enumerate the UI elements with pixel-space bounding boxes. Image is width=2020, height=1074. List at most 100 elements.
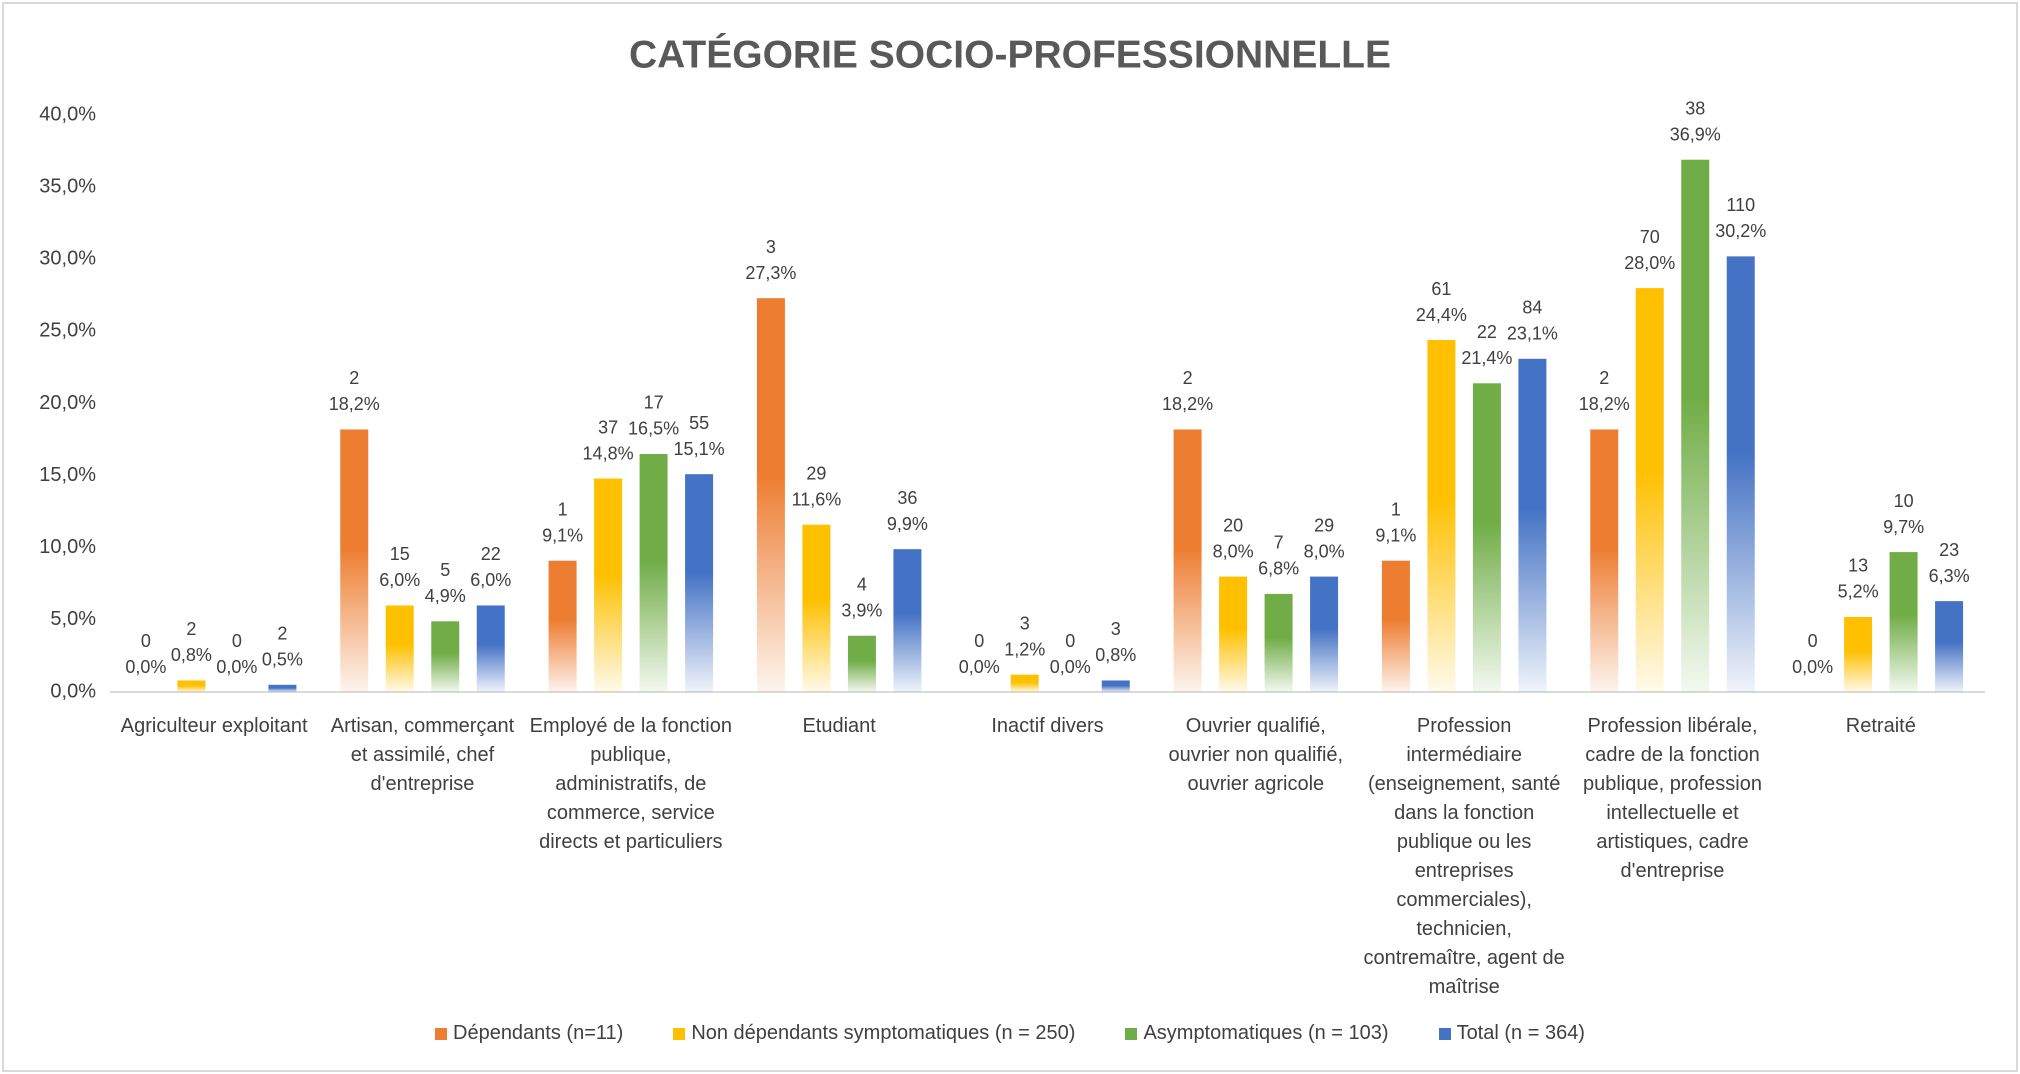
bar xyxy=(594,478,623,692)
bar xyxy=(431,621,460,692)
data-label: 0,0% xyxy=(1792,657,1833,677)
data-label-count: 23 xyxy=(1939,540,1959,560)
data-label: 36,9% xyxy=(1670,124,1721,144)
x-tick-label: Retraité xyxy=(1845,715,1916,737)
legend-label: Non dépendants symptomatiques (n = 250) xyxy=(691,1022,1076,1044)
legend-swatch xyxy=(1438,1027,1451,1040)
data-label: 1,2% xyxy=(1004,639,1045,659)
x-tick-label: Ouvrier qualifié, ouvrier non qualifié, … xyxy=(1168,715,1344,795)
bar xyxy=(1173,429,1202,692)
data-label: 4,9% xyxy=(425,586,466,606)
legend-item: Non dépendants symptomatiques (n = 250) xyxy=(673,1022,1075,1045)
data-label-count: 37 xyxy=(598,417,618,437)
data-label-count: 36 xyxy=(897,488,917,508)
data-label-count: 13 xyxy=(1848,556,1868,576)
data-label: 9,1% xyxy=(1375,525,1416,545)
bar xyxy=(476,605,505,692)
bar xyxy=(1635,288,1664,692)
data-label: 0,5% xyxy=(262,650,303,670)
data-label-count: 15 xyxy=(390,544,410,564)
bar xyxy=(847,635,876,692)
legend-swatch xyxy=(435,1027,447,1040)
legend-label: Total (n = 364) xyxy=(1456,1022,1585,1044)
data-label: 18,2% xyxy=(329,394,380,414)
bar xyxy=(685,474,714,692)
data-label-count: 29 xyxy=(1314,515,1334,535)
data-label-count: 3 xyxy=(766,237,776,257)
bar xyxy=(756,298,785,692)
data-label: 21,4% xyxy=(1461,348,1512,368)
y-tick-label: 35,0% xyxy=(39,175,96,197)
x-tick-label: Etudiant xyxy=(802,715,876,737)
bar xyxy=(1681,159,1710,692)
data-label-count: 0 xyxy=(1808,631,1818,651)
data-label: 6,3% xyxy=(1929,566,1970,586)
data-label-count: 2 xyxy=(186,619,196,639)
data-label: 18,2% xyxy=(1162,394,1213,414)
data-label-count: 70 xyxy=(1640,227,1660,247)
y-tick-label: 30,0% xyxy=(39,248,96,270)
data-label: 14,8% xyxy=(583,443,634,463)
x-tick-label: Inactif divers xyxy=(991,715,1104,737)
data-label-count: 55 xyxy=(689,413,709,433)
data-label: 5,2% xyxy=(1838,582,1879,602)
data-label: 9,9% xyxy=(887,514,928,534)
y-tick-label: 20,0% xyxy=(39,392,96,414)
legend-item: Asymptomatiques (n = 103) xyxy=(1125,1022,1389,1045)
chart-title: CATÉGORIE SOCIO-PROFESSIONNELLE xyxy=(629,32,1391,76)
data-label-count: 2 xyxy=(277,624,287,644)
data-label: 23,1% xyxy=(1507,324,1558,344)
bar xyxy=(1264,593,1293,692)
data-label: 9,1% xyxy=(542,525,583,545)
data-label-count: 38 xyxy=(1685,98,1705,118)
bar xyxy=(268,684,297,692)
bar xyxy=(1726,256,1755,692)
x-tick-label: Profession intermédiaire (enseignement, … xyxy=(1363,715,1565,998)
bar xyxy=(1889,552,1918,692)
data-label-count: 20 xyxy=(1223,515,1243,535)
y-tick-label: 0,0% xyxy=(50,680,96,702)
bar xyxy=(639,453,668,692)
data-label: 8,0% xyxy=(1213,541,1254,561)
data-label-count: 3 xyxy=(1020,613,1030,633)
data-label: 0,0% xyxy=(216,657,257,677)
data-label-count: 2 xyxy=(1599,368,1609,388)
y-tick-label: 40,0% xyxy=(39,103,96,125)
data-label: 27,3% xyxy=(745,263,796,283)
data-label-count: 0 xyxy=(232,631,242,651)
bar xyxy=(1935,601,1964,692)
legend-item: Dépendants (n=11) xyxy=(435,1022,623,1045)
data-label: 16,5% xyxy=(628,419,679,439)
data-label-count: 2 xyxy=(1183,368,1193,388)
bar xyxy=(802,524,831,692)
data-label-count: 0 xyxy=(974,631,984,651)
bar xyxy=(177,680,206,692)
data-label: 0,0% xyxy=(959,657,1000,677)
bar xyxy=(1101,680,1130,692)
data-label-count: 22 xyxy=(1477,322,1497,342)
data-label: 30,2% xyxy=(1715,221,1766,241)
data-label-count: 1 xyxy=(1391,499,1401,519)
x-tick-label: Agriculteur exploitant xyxy=(120,715,308,737)
y-tick-label: 25,0% xyxy=(39,320,96,342)
bar xyxy=(1010,674,1039,692)
data-label: 6,8% xyxy=(1258,559,1299,579)
data-label: 0,0% xyxy=(1050,657,1091,677)
data-label-count: 22 xyxy=(481,544,501,564)
bar xyxy=(385,605,414,692)
data-label: 15,1% xyxy=(674,439,725,459)
data-label: 24,4% xyxy=(1416,305,1467,325)
data-label: 0,8% xyxy=(1095,645,1136,665)
data-label-count: 17 xyxy=(644,393,664,413)
data-label-count: 1 xyxy=(558,499,568,519)
data-label-count: 0 xyxy=(141,631,151,651)
y-tick-label: 10,0% xyxy=(39,536,96,558)
data-label: 11,6% xyxy=(792,489,842,509)
bar xyxy=(1427,340,1456,692)
bar xyxy=(1219,576,1248,692)
legend-swatch xyxy=(673,1027,686,1040)
